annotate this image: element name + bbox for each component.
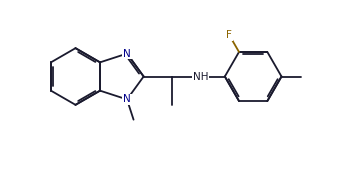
Text: N: N	[123, 94, 131, 104]
Text: N: N	[123, 49, 131, 59]
Text: F: F	[226, 30, 232, 40]
Text: NH: NH	[193, 72, 208, 81]
